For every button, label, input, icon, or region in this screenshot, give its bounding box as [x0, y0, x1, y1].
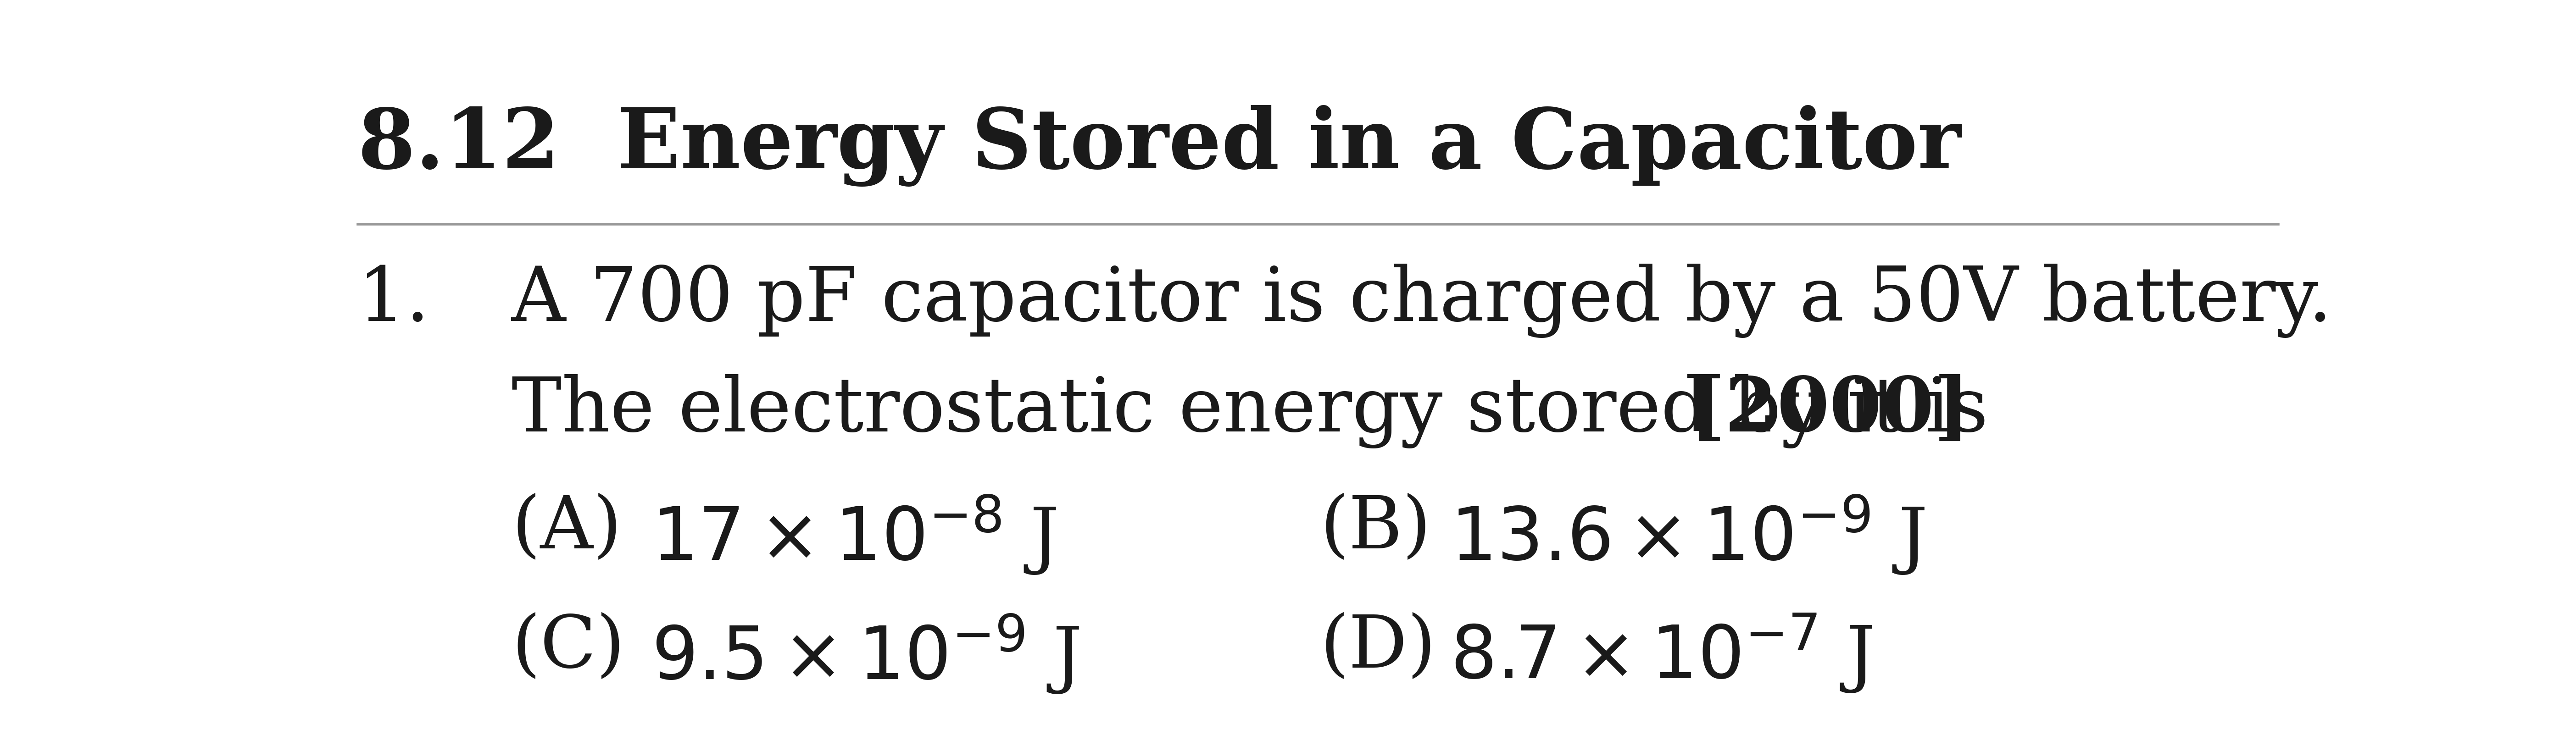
Text: 1.: 1.: [358, 264, 430, 337]
Text: $9.5 \times 10^{-9}$ J: $9.5 \times 10^{-9}$ J: [652, 612, 1079, 695]
Text: A 700 pF capacitor is charged by a 50V battery.: A 700 pF capacitor is charged by a 50V b…: [513, 264, 2331, 338]
Text: The electrostatic energy stored by it is: The electrostatic energy stored by it is: [513, 374, 1989, 448]
Text: (D): (D): [1321, 612, 1437, 682]
Text: (A): (A): [513, 493, 621, 563]
Text: $17 \times 10^{-8}$ J: $17 \times 10^{-8}$ J: [652, 493, 1056, 576]
Text: $13.6 \times 10^{-9}$ J: $13.6 \times 10^{-9}$ J: [1450, 493, 1924, 576]
Text: [2000]: [2000]: [1690, 374, 1971, 447]
Text: $8.7 \times 10^{-7}$ J: $8.7 \times 10^{-7}$ J: [1450, 612, 1873, 695]
Text: (C): (C): [513, 612, 626, 682]
Text: 8.12  Energy Stored in a Capacitor: 8.12 Energy Stored in a Capacitor: [358, 105, 1960, 187]
Text: (B): (B): [1321, 493, 1432, 563]
